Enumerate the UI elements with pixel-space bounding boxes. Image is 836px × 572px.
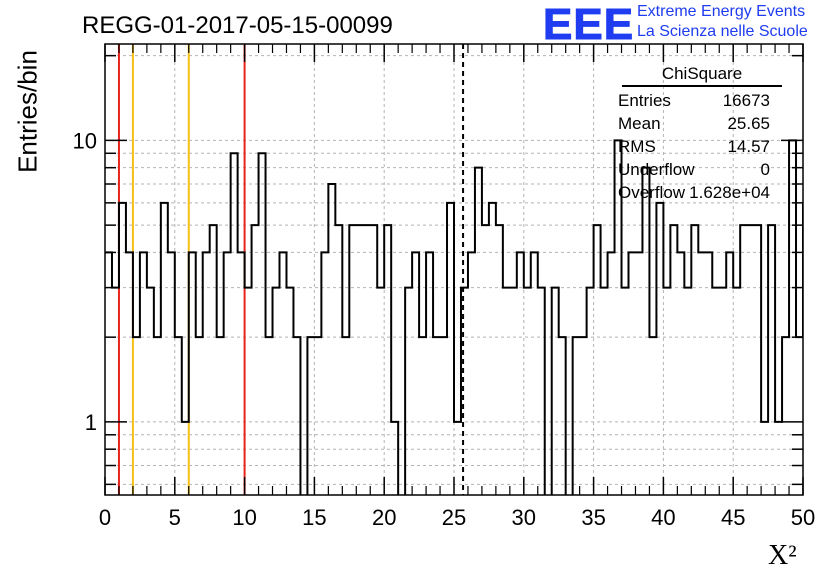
stats-key: Mean xyxy=(618,114,661,133)
logo-line-2: La Scienza nelle Scuole xyxy=(637,23,808,40)
x-tick-label: 10 xyxy=(232,505,256,530)
x-tick-label: 30 xyxy=(512,505,536,530)
stats-row-overflow: Overflow 1.628e+04 xyxy=(612,183,782,206)
stats-row-entries: Entries 16673 xyxy=(612,91,782,114)
stats-value: 14.57 xyxy=(727,137,770,156)
stats-value: 25.65 xyxy=(727,114,770,133)
stats-key: Entries xyxy=(618,91,671,110)
logo-line-1: Extreme Energy Events xyxy=(637,3,806,20)
chart-title: REGG-01-2017-05-15-00099 xyxy=(82,12,393,39)
stats-box-title: ChiSquare xyxy=(622,64,782,87)
stats-key: Underflow xyxy=(618,160,695,179)
stats-row-underflow: Underflow 0 xyxy=(612,160,782,183)
stats-box: ChiSquare Entries 16673 Mean 25.65 RMS 1… xyxy=(612,64,782,206)
y-tick-label: 1 xyxy=(85,410,97,435)
stats-row-mean: Mean 25.65 xyxy=(612,114,782,137)
stats-value: 16673 xyxy=(722,91,770,110)
stats-key: Overflow xyxy=(618,183,686,202)
eee-logo: EEE xyxy=(542,0,635,50)
x-tick-label: 50 xyxy=(791,505,815,530)
axis-ticks xyxy=(104,44,804,495)
axis-tick-labels: 0 5 10 15 20 25 30 35 40 45 50 1 10 xyxy=(73,128,816,530)
stats-key: RMS xyxy=(618,137,656,156)
stats-value: 1.628e+04 xyxy=(689,183,770,202)
x-tick-label: 0 xyxy=(99,505,111,530)
x-tick-label: 45 xyxy=(721,505,745,530)
x-tick-label: 5 xyxy=(169,505,181,530)
stats-row-rms: RMS 14.57 xyxy=(612,137,782,160)
y-tick-label: 10 xyxy=(73,128,97,153)
y-axis-label: Entries/bin xyxy=(12,50,43,173)
x-tick-label: 35 xyxy=(581,505,605,530)
x-axis-label: X² xyxy=(768,540,797,571)
x-tick-label: 15 xyxy=(302,505,326,530)
x-tick-label: 40 xyxy=(651,505,675,530)
x-tick-label: 20 xyxy=(372,505,396,530)
x-tick-label: 25 xyxy=(442,505,466,530)
stats-value: 0 xyxy=(760,160,770,179)
